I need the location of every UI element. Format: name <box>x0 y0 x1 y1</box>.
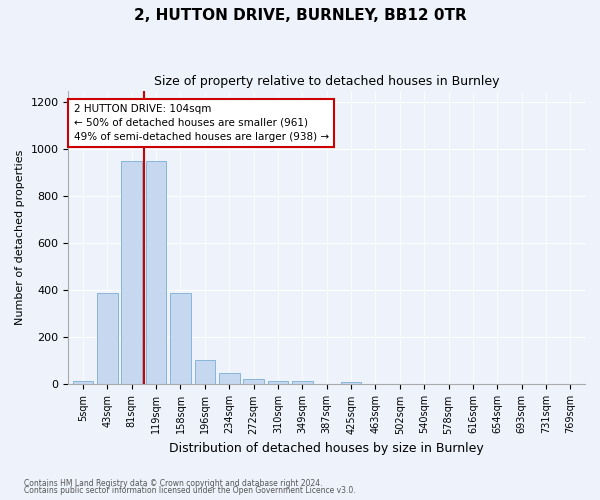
Bar <box>341 382 361 384</box>
Bar <box>121 161 142 384</box>
Bar <box>146 161 166 384</box>
Text: 2 HUTTON DRIVE: 104sqm
← 50% of detached houses are smaller (961)
49% of semi-de: 2 HUTTON DRIVE: 104sqm ← 50% of detached… <box>74 104 329 142</box>
Bar <box>170 293 191 384</box>
Bar <box>194 360 215 384</box>
Title: Size of property relative to detached houses in Burnley: Size of property relative to detached ho… <box>154 75 499 88</box>
Bar <box>97 293 118 384</box>
Bar <box>268 381 289 384</box>
Bar <box>292 382 313 384</box>
Y-axis label: Number of detached properties: Number of detached properties <box>15 150 25 325</box>
Bar <box>243 378 264 384</box>
Bar <box>73 381 94 384</box>
Bar <box>219 372 239 384</box>
X-axis label: Distribution of detached houses by size in Burnley: Distribution of detached houses by size … <box>169 442 484 455</box>
Text: Contains HM Land Registry data © Crown copyright and database right 2024.: Contains HM Land Registry data © Crown c… <box>24 478 323 488</box>
Text: 2, HUTTON DRIVE, BURNLEY, BB12 0TR: 2, HUTTON DRIVE, BURNLEY, BB12 0TR <box>134 8 466 22</box>
Text: Contains public sector information licensed under the Open Government Licence v3: Contains public sector information licen… <box>24 486 356 495</box>
